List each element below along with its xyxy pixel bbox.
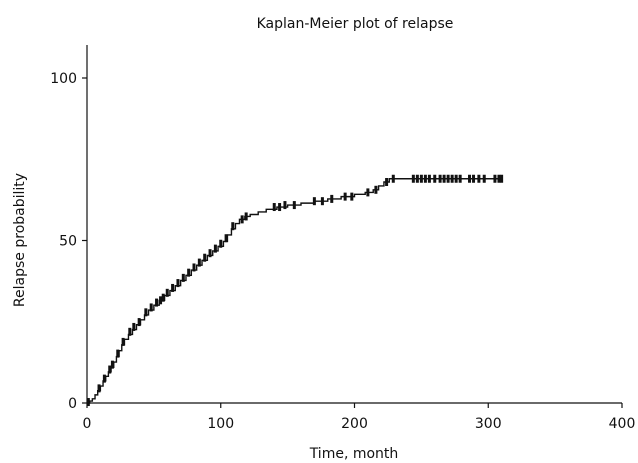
censor-mark-61 [500, 174, 504, 183]
censor-mark-33 [292, 201, 296, 210]
censor-mark-60 [497, 174, 501, 183]
censor-mark-40 [374, 185, 378, 194]
censor-mark-36 [330, 194, 334, 203]
censor-mark-21 [197, 258, 201, 267]
censor-mark-3 [108, 365, 112, 374]
x-ticks: 0 100 200 300 400 [83, 403, 636, 432]
censor-mark-13 [159, 296, 163, 305]
censor-mark-58 [482, 174, 486, 183]
x-tick-label-3: 300 [475, 416, 502, 432]
censor-mark-34 [312, 197, 316, 206]
censor-mark-50 [442, 174, 446, 183]
y-ticks: 0 50 100 [50, 71, 87, 412]
plot-area [86, 174, 504, 407]
censor-mark-52 [450, 174, 454, 183]
y-axis-label: Relapse probability [12, 173, 28, 307]
censor-mark-42 [391, 174, 395, 183]
censor-mark-4 [110, 360, 114, 369]
x-tick-label-0: 0 [83, 416, 92, 432]
km-step-line [87, 178, 502, 404]
censor-mark-8 [132, 322, 136, 331]
censor-mark-1 [97, 384, 101, 393]
y-tick-label-2: 100 [50, 71, 77, 87]
x-tick-label-2: 200 [341, 416, 368, 432]
censor-mark-9 [137, 318, 141, 327]
censor-mark-49 [438, 174, 442, 183]
censor-mark-37 [343, 192, 347, 201]
censor-mark-31 [278, 203, 282, 212]
censor-mark-15 [165, 288, 169, 297]
censor-mark-20 [192, 263, 196, 272]
axes [86, 45, 622, 404]
censor-mark-24 [213, 244, 217, 253]
y-tick-label-1: 50 [59, 234, 77, 250]
censor-mark-7 [128, 327, 132, 336]
censor-mark-35 [320, 197, 324, 206]
censor-mark-18 [181, 273, 185, 282]
censor-mark-30 [272, 203, 276, 212]
censor-mark-48 [433, 174, 437, 183]
censor-mark-19 [187, 268, 191, 277]
x-tick-label-4: 400 [609, 416, 636, 432]
censor-mark-10 [144, 308, 148, 317]
censor-mark-46 [423, 174, 427, 183]
censor-mark-43 [411, 174, 415, 183]
censor-mark-32 [283, 201, 287, 210]
censor-mark-45 [419, 174, 423, 183]
censor-mark-12 [155, 298, 159, 307]
x-axis-label: Time, month [309, 446, 399, 462]
censor-mark-55 [468, 174, 472, 183]
censor-mark-57 [477, 174, 481, 183]
censor-mark-25 [219, 239, 223, 248]
x-tick-label-1: 100 [207, 416, 234, 432]
censor-mark-51 [446, 174, 450, 183]
censor-mark-0 [86, 398, 90, 407]
censor-mark-5 [116, 349, 120, 358]
censor-mark-6 [121, 337, 125, 346]
censor-mark-47 [427, 174, 431, 183]
censor-mark-23 [208, 249, 212, 258]
censor-mark-11 [149, 303, 153, 312]
censor-mark-39 [366, 188, 370, 197]
y-tick-label-0: 0 [68, 396, 77, 412]
censor-mark-27 [231, 222, 235, 231]
censor-mark-14 [161, 293, 165, 302]
chart-title: Kaplan-Meier plot of relapse [257, 16, 454, 32]
censor-mark-16 [171, 283, 175, 292]
censor-mark-26 [224, 234, 228, 243]
censor-mark-44 [415, 174, 419, 183]
censor-mark-41 [385, 178, 389, 186]
censor-mark-38 [350, 192, 354, 201]
censor-mark-2 [102, 374, 106, 383]
censor-mark-28 [240, 215, 244, 224]
censor-mark-29 [244, 212, 248, 221]
censor-mark-54 [458, 174, 462, 183]
censor-mark-22 [203, 253, 207, 262]
censor-mark-17 [176, 279, 180, 288]
censor-mark-56 [472, 174, 476, 183]
censor-mark-59 [493, 174, 497, 183]
censor-mark-53 [454, 174, 458, 183]
